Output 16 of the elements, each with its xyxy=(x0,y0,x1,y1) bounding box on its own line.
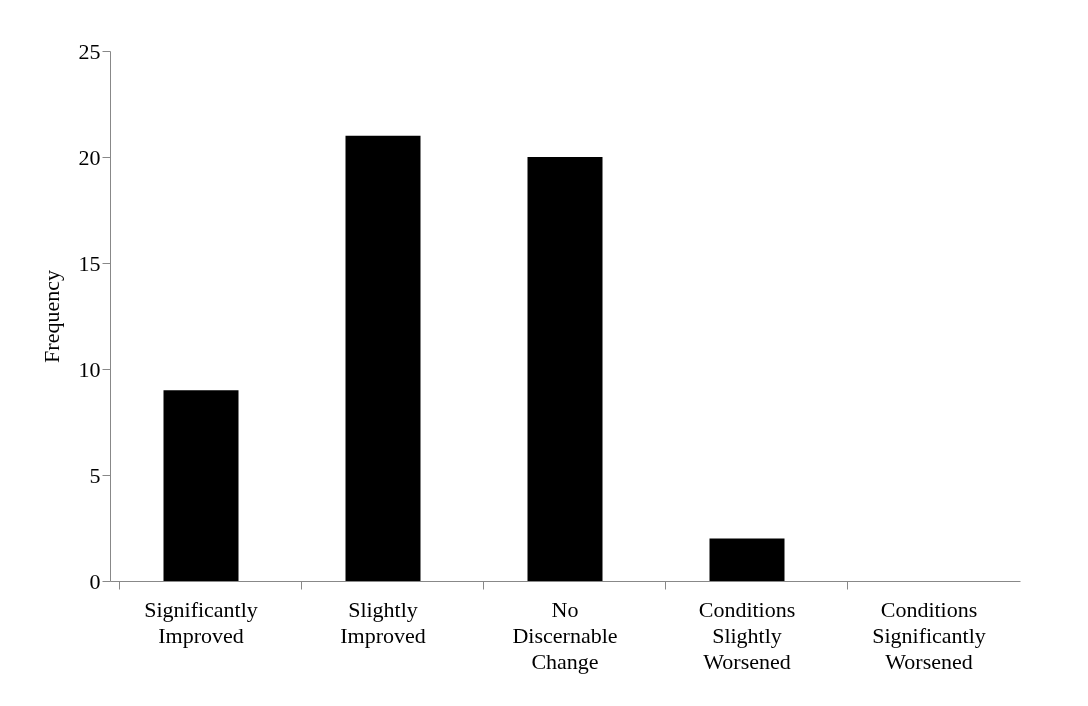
y-tick-label: 0 xyxy=(89,568,101,594)
x-tick-label: Conditions Slightly Worsened xyxy=(698,596,796,674)
y-tick-label: 10 xyxy=(78,356,101,382)
y-tick-label: 15 xyxy=(78,250,101,276)
y-tick-label: 5 xyxy=(89,462,101,488)
x-tick-label: Conditions Significantly Worsened xyxy=(872,596,986,674)
bar xyxy=(345,135,421,581)
x-tick-label: Slightly Improved xyxy=(340,596,426,648)
y-tick-label: 20 xyxy=(78,144,101,170)
x-tick-label: Significantly Improved xyxy=(144,596,258,648)
bar xyxy=(527,157,603,581)
bar xyxy=(163,390,239,581)
y-tick-label: 25 xyxy=(78,38,101,64)
x-tick-label: No Discernable Change xyxy=(512,596,618,674)
y-axis-title: Frequency xyxy=(38,270,64,363)
bar xyxy=(709,538,785,581)
